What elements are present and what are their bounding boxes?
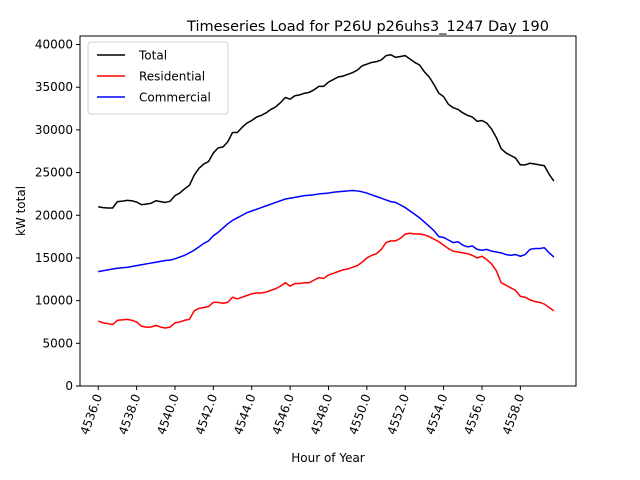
- x-tick-label: 4546.0: [269, 392, 297, 436]
- x-axis-label: Hour of Year: [291, 451, 365, 465]
- y-axis-ticks: 0 5000 10000 15000 20000 25000 30000 35000 40000: [35, 38, 80, 393]
- series-line-total: [98, 54, 555, 209]
- y-tick-label: 10000: [35, 294, 73, 308]
- x-tick-label: 4550.0: [346, 392, 374, 436]
- x-tick-label: 4548.0: [308, 392, 336, 436]
- x-tick-label: 4554.0: [423, 392, 451, 436]
- y-tick-label: 5000: [42, 336, 73, 350]
- chart-title: Timeseries Load for P26U p26uhs3_1247 Da…: [186, 19, 549, 35]
- legend: Total Residential Commercial: [87, 41, 229, 115]
- y-tick-label: 0: [65, 379, 73, 393]
- y-tick-label: 25000: [35, 166, 73, 180]
- y-tick-label: 15000: [35, 251, 73, 265]
- x-axis-ticks: 4536.0 4538.0 4540.0 4542.0 4544.0 4546.0 4548…: [78, 386, 528, 436]
- x-tick-label: 4538.0: [116, 392, 144, 436]
- x-tick-label: 4536.0: [78, 392, 106, 436]
- y-tick-label: 20000: [35, 208, 73, 222]
- x-tick-label: 4556.0: [461, 392, 489, 436]
- y-tick-label: 40000: [35, 38, 73, 52]
- series-lines: [97, 54, 555, 329]
- series-line-commercial: [98, 189, 555, 273]
- x-tick-label: 4544.0: [231, 392, 259, 436]
- series-line-residential: [97, 232, 555, 329]
- x-tick-label: 4558.0: [500, 392, 528, 436]
- legend-label-commercial: Commercial: [139, 91, 211, 105]
- y-axis-label: kW total: [14, 186, 28, 236]
- x-tick-label: 4540.0: [154, 392, 182, 436]
- legend-label-residential: Residential: [139, 70, 205, 84]
- x-tick-label: 4552.0: [385, 392, 413, 436]
- legend-label-total: Total: [138, 49, 167, 63]
- y-tick-label: 35000: [35, 80, 73, 94]
- x-tick-label: 4542.0: [193, 392, 221, 436]
- y-tick-label: 30000: [35, 123, 73, 137]
